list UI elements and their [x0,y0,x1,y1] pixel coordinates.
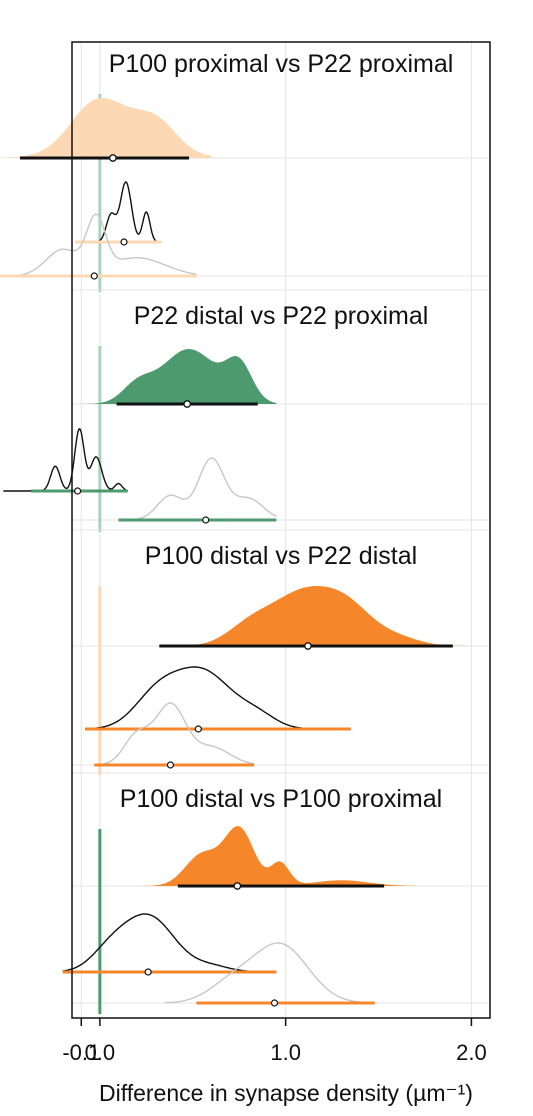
main-point-estimate [109,154,117,162]
sub_a-point-estimate [73,487,82,495]
sub_a-density-line [75,181,162,243]
main-point-estimate [304,642,312,650]
sub_b-density-line [94,702,255,766]
sub_b-density-line [164,942,370,1004]
panel-2: P22 distal vs P22 proximal [3,302,490,532]
sub_b-point-estimate [90,272,98,280]
main-density-area [118,586,481,646]
x-tick-label: -0.1 [62,1040,100,1065]
main-point-estimate [183,400,192,408]
sub_b-density-line [118,457,277,521]
panel-title: P100 distal vs P100 proximal [120,785,442,813]
sub_b-density-line [0,213,197,277]
sub_a-density-line [62,913,277,973]
sub_b-point-estimate [166,761,175,769]
x-axis: -0.10.0 1.0 2.0 [62,1018,487,1065]
x-tick-label: 2.0 [456,1040,487,1065]
sub_a-point-estimate [144,968,152,976]
panel-title: P22 distal vs P22 proximal [134,302,429,330]
main-density-area [44,349,277,404]
sub_a-density-line [84,666,351,730]
main-density-area [0,98,212,158]
plot-layer: P100 proximal vs P22 proximal P22 distal … [0,50,490,1014]
panel-1: P100 proximal vs P22 proximal [0,50,490,292]
sub_a-point-estimate [120,238,128,246]
panel-title: P100 proximal vs P22 proximal [109,50,454,78]
sub_a-density-line [3,428,128,492]
sub_b-point-estimate [202,516,210,524]
plot-frame [71,41,491,1019]
x-tick-label: 1.0 [270,1040,301,1065]
sub_b-point-estimate [270,999,279,1007]
x-tick-label: 0.0 [85,1040,116,1065]
panel-3: P100 distal vs P22 distal [72,542,490,775]
main-density-area [118,826,416,886]
main-point-estimate [233,882,242,890]
x-axis-label: Difference in synapse density (µm⁻¹) [99,1080,473,1106]
panel-title: P100 distal vs P22 distal [145,542,417,570]
sub_a-point-estimate [194,725,202,733]
panel-4: P100 distal vs P100 proximal [62,785,490,1014]
